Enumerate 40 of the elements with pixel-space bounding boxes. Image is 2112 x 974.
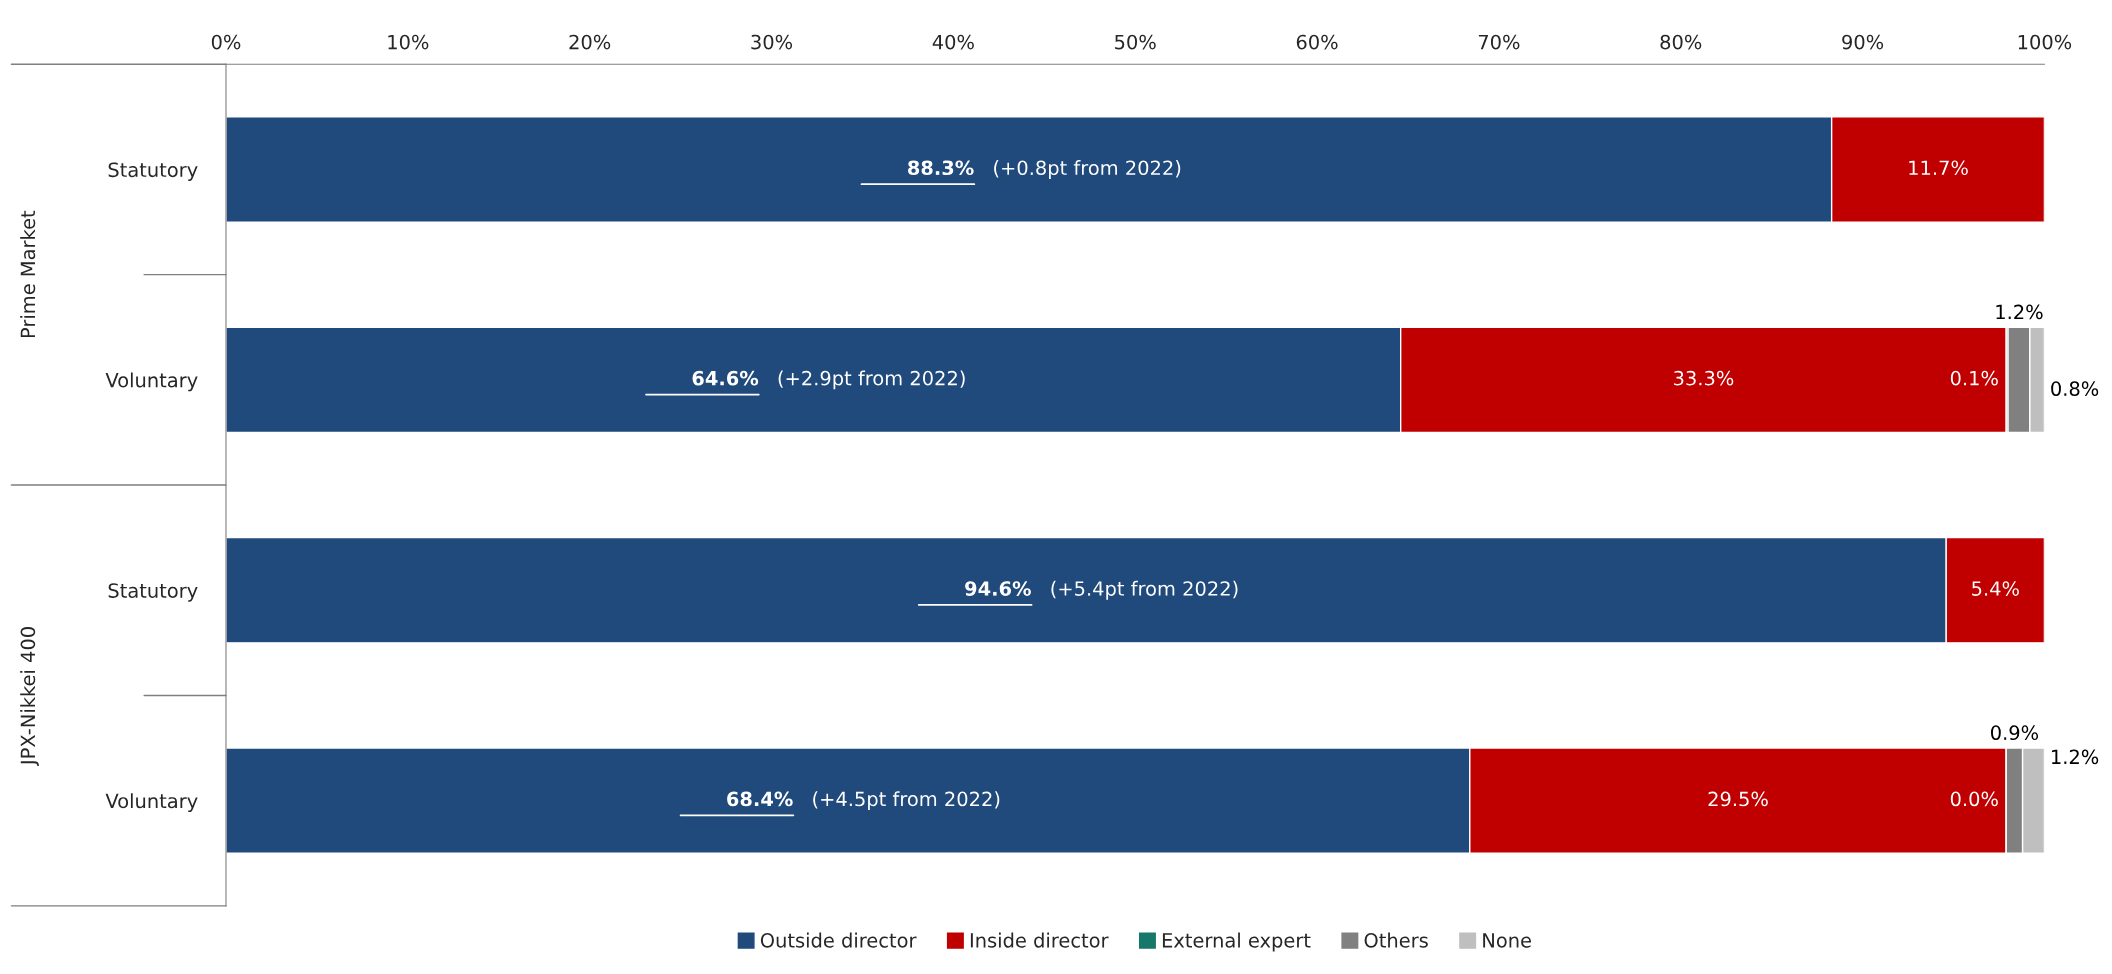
x-tick-label: 40% — [932, 34, 974, 50]
data-label: 0.1% — [1950, 370, 1998, 386]
annotation: (+2.9pt from 2022) — [778, 370, 965, 390]
y-tick-label: Voluntary — [105, 372, 198, 392]
data-label: 88.3% — [908, 160, 974, 176]
x-tick-label: 30% — [751, 34, 793, 50]
x-tick-label: 100% — [2018, 34, 2072, 50]
text: Prime Market — [20, 210, 36, 338]
legend-label: External expert — [1162, 932, 1311, 952]
data-label: 11.7% — [1909, 160, 1968, 176]
x-tick-label: 20% — [569, 34, 611, 50]
data-label: 1.2% — [1996, 304, 2043, 320]
data-label: 64.6% — [692, 370, 759, 386]
text: JPX-Nikkei 400 — [20, 627, 39, 767]
annotation: (+4.5pt from 2022) — [813, 791, 1000, 811]
x-tick-label: 10% — [388, 34, 429, 50]
y-tick-label: Voluntary — [105, 793, 198, 813]
x-tick-label: 60% — [1296, 34, 1338, 50]
x-tick-label: 70% — [1478, 34, 1520, 50]
data-label: 94.6% — [965, 581, 1031, 596]
data-label: 29.5% — [1708, 791, 1768, 807]
y-tick-label: Statutory — [108, 162, 198, 181]
legend-label: Others — [1364, 932, 1428, 948]
data-label: 0.8% — [2051, 381, 2099, 397]
data-label: 0.9% — [1990, 725, 2039, 741]
legend-label: None — [1483, 933, 1531, 948]
data-label: 68.4% — [727, 791, 793, 807]
annotation: (+0.8pt from 2022) — [994, 160, 1181, 179]
x-tick-label: 80% — [1660, 34, 1702, 50]
x-tick-label: 90% — [1842, 34, 1884, 50]
x-tick-label: 50% — [1115, 34, 1156, 50]
data-label: 1.2% — [2052, 749, 2099, 765]
data-label: 33.3% — [1674, 370, 1734, 386]
x-tick-label: 0% — [211, 34, 241, 50]
data-label: 5.4% — [1972, 581, 2019, 596]
y-tick-label: Statutory — [108, 583, 198, 602]
legend-label: Outside director — [760, 932, 917, 948]
annotation: (+5.4pt from 2022) — [1051, 580, 1238, 600]
data-label: 0.0% — [1950, 791, 1998, 807]
legend-label: Inside director — [970, 932, 1109, 948]
